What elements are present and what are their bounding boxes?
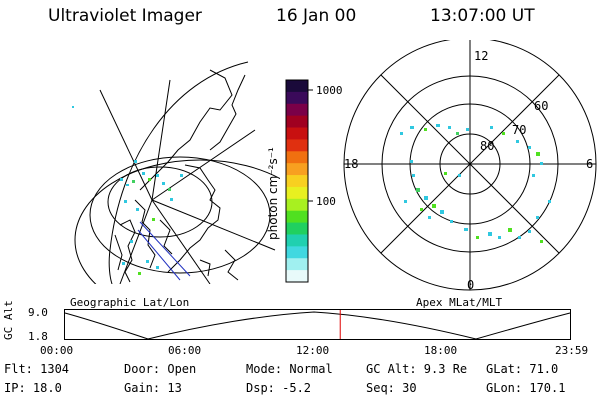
colorbar-cell xyxy=(286,80,308,93)
altitude-curve xyxy=(64,311,571,340)
timeline-ytick: 9.0 xyxy=(28,306,48,319)
coastline xyxy=(199,259,211,277)
dsp-value: Dsp: -5.2 xyxy=(246,381,312,395)
coastline xyxy=(119,219,136,283)
polar-plot: 12 18 6 0 60 70 80 xyxy=(343,40,597,292)
coastline xyxy=(139,69,233,191)
door-status: Door: Open xyxy=(124,362,197,376)
timeline-xtick: 06:00 xyxy=(168,344,202,357)
earth-limb xyxy=(108,61,249,284)
ip-value: IP: 18.0 xyxy=(4,381,62,395)
date-label: 16 Jan 00 xyxy=(276,6,357,26)
colorbar-cell xyxy=(286,258,308,271)
footprint-track xyxy=(139,221,191,277)
colorbar-cell xyxy=(286,115,308,129)
footprint-track xyxy=(137,229,181,281)
meridian-line xyxy=(151,129,256,201)
polar-diagonal xyxy=(380,74,560,254)
instrument-title: Ultraviolet Imager xyxy=(48,6,202,26)
timeline-xtick: 18:00 xyxy=(424,344,458,357)
coastline xyxy=(134,199,156,269)
colorbar-cell xyxy=(286,127,308,140)
latitude-circle xyxy=(89,156,271,274)
colorbar-cell xyxy=(286,91,308,105)
coastline xyxy=(224,249,239,281)
colorbar-tick-label: 1000 xyxy=(316,84,343,97)
time-label: 13:07:00 UT xyxy=(430,6,535,26)
colorbar-cell xyxy=(286,270,308,283)
colorbar-frame xyxy=(285,79,309,283)
coastline xyxy=(167,164,221,273)
colorbar-cell xyxy=(286,139,308,152)
timeline-ytick: 1.8 xyxy=(28,330,48,343)
colorbar-tick-label: 100 xyxy=(316,195,336,208)
mlt-label-0: 0 xyxy=(467,278,474,292)
mlt-label-12: 12 xyxy=(474,49,488,63)
geographic-map xyxy=(72,61,280,284)
colorbar-cell xyxy=(286,210,308,224)
meridian-line xyxy=(99,89,153,201)
gc-altitude: GC Alt: 9.3 Re xyxy=(366,362,468,376)
geo-latitude: GLat: 71.0 xyxy=(486,362,559,376)
colorbar-cell xyxy=(286,151,308,164)
timeline-xtick: 23:59 xyxy=(555,344,589,357)
timeline-frame xyxy=(64,309,571,340)
timeline-xtick: 00:00 xyxy=(40,344,74,357)
timeline-xtick: 12:00 xyxy=(296,344,330,357)
flight-number: Flt: 1304 xyxy=(4,362,70,376)
meridian-line xyxy=(151,199,276,251)
colorbar-cell xyxy=(286,163,308,176)
colorbar-cell xyxy=(286,246,308,259)
auroral-oval xyxy=(400,124,551,243)
colorbar-cell xyxy=(286,198,308,212)
lat-label-80: 80 xyxy=(480,139,494,153)
altitude-timeline xyxy=(64,309,571,340)
latitude-circle xyxy=(107,166,213,238)
colorbar: 1000 100 xyxy=(285,79,343,283)
mlt-label-18: 18 xyxy=(344,157,358,171)
coastline xyxy=(209,74,246,151)
lat-label-60: 60 xyxy=(534,99,548,113)
colorbar-cell xyxy=(286,186,308,200)
geo-longitude: GLon: 170.1 xyxy=(486,381,566,395)
colorbar-cell xyxy=(286,103,308,117)
colorbar-cell xyxy=(286,175,308,188)
colorbar-cell xyxy=(286,234,308,247)
coastline xyxy=(114,234,123,271)
mlt-label-6: 6 xyxy=(586,157,593,171)
right-panel-label: Apex MLat/MLT xyxy=(416,296,503,309)
colorbar-unit-label: photon cm⁻²s⁻¹ xyxy=(266,147,280,240)
timeline-axis-label: GC Alt xyxy=(2,300,15,340)
sequence-number: Seq: 30 xyxy=(366,381,417,395)
lat-label-70: 70 xyxy=(512,123,526,137)
meridian-line xyxy=(119,199,153,284)
mode-status: Mode: Normal xyxy=(246,362,333,376)
colorbar-gradient xyxy=(286,80,308,283)
meridian-line xyxy=(151,79,171,201)
coastline xyxy=(159,219,173,255)
gain-value: Gain: 13 xyxy=(124,381,182,395)
meridian-line xyxy=(151,199,211,284)
auroral-emission xyxy=(72,106,183,275)
colorbar-cell xyxy=(286,222,308,235)
latitude-circle xyxy=(74,159,280,284)
left-panel-label: Geographic Lat/Lon xyxy=(70,296,190,309)
